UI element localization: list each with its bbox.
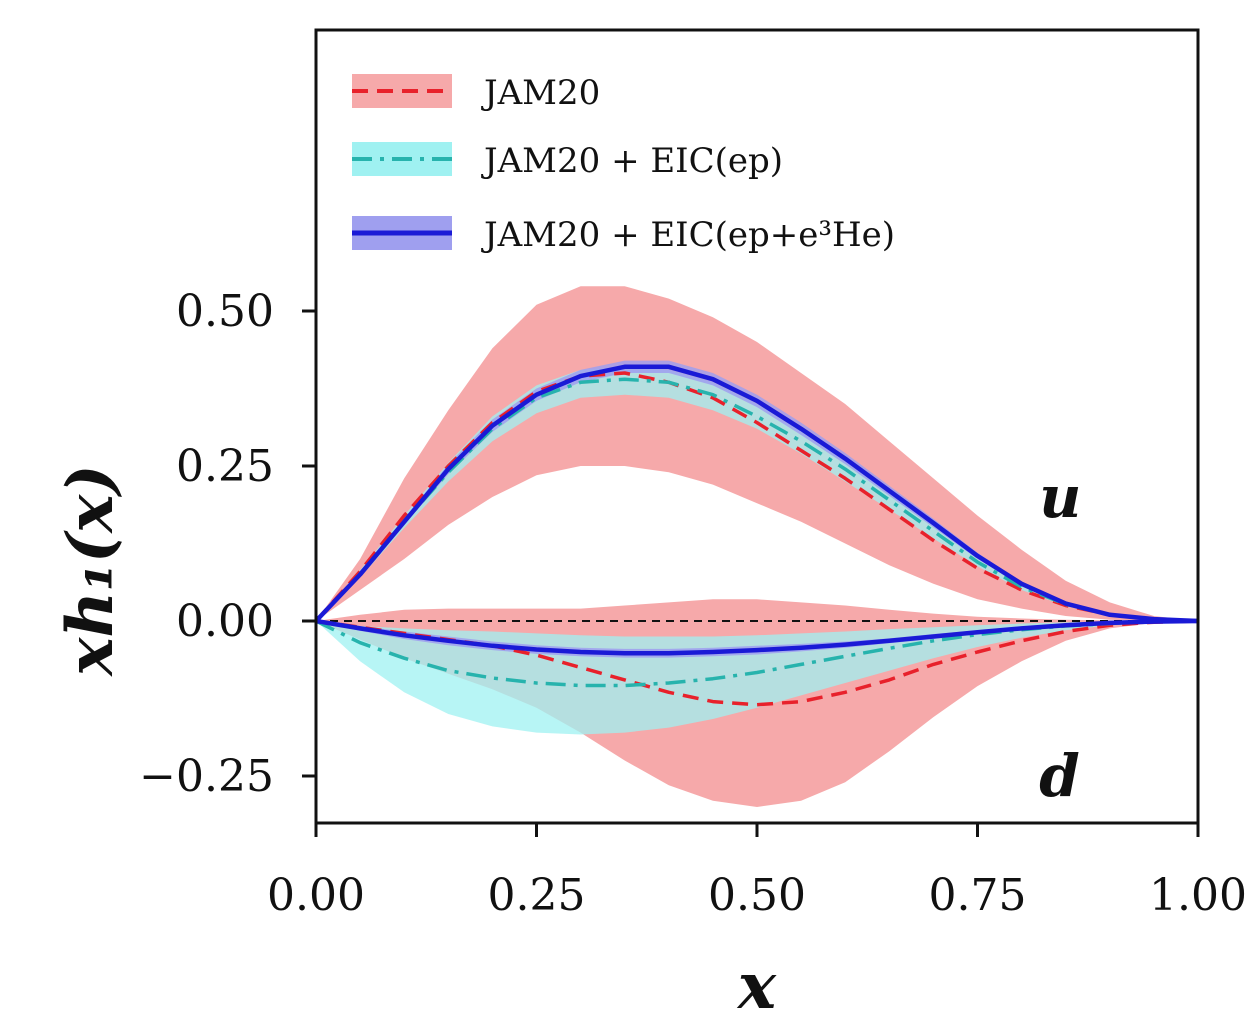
- curve-jam20-eic-ep-e-he-d: [316, 618, 1198, 656]
- x-axis-ticks: 0.00 0.25 0.50 0.75 1.00: [267, 823, 1247, 921]
- x-tick-label: 0.50: [708, 870, 806, 921]
- legend-label-jam20: JAM20: [481, 73, 600, 113]
- x-axis-label: x: [736, 949, 777, 1024]
- curve-jam20-u: [316, 371, 1198, 623]
- x-tick-label: 0.75: [929, 870, 1027, 921]
- legend: JAM20 JAM20 + EIC(ep) JAM20 + EIC(ep+e³H…: [352, 73, 895, 255]
- y-tick-label: −0.25: [139, 751, 274, 802]
- y-tick-label: 0.50: [176, 286, 274, 337]
- band-jam20-u: [316, 286, 1198, 621]
- annotation-d: d: [1039, 742, 1080, 810]
- central-curves: [316, 364, 1198, 707]
- y-axis-label: xh₁(x): [53, 464, 128, 677]
- y-tick-label: 0.25: [176, 441, 274, 492]
- x-tick-label: 0.25: [488, 870, 586, 921]
- x-tick-label: 1.00: [1149, 870, 1247, 921]
- y-tick-label: 0.00: [176, 596, 274, 647]
- x-tick-label: 0.00: [267, 870, 365, 921]
- curve-jam20-d: [316, 619, 1198, 707]
- legend-label-ep-he3: JAM20 + EIC(ep+e³He): [481, 215, 895, 255]
- flavor-annotations: ud: [1039, 463, 1081, 810]
- y-axis-ticks: −0.25 0.00 0.25 0.50: [139, 286, 316, 802]
- curve-jam20-eic-ep-e-he-u: [316, 364, 1198, 624]
- annotation-u: u: [1039, 463, 1081, 531]
- legend-label-ep: JAM20 + EIC(ep): [481, 141, 783, 181]
